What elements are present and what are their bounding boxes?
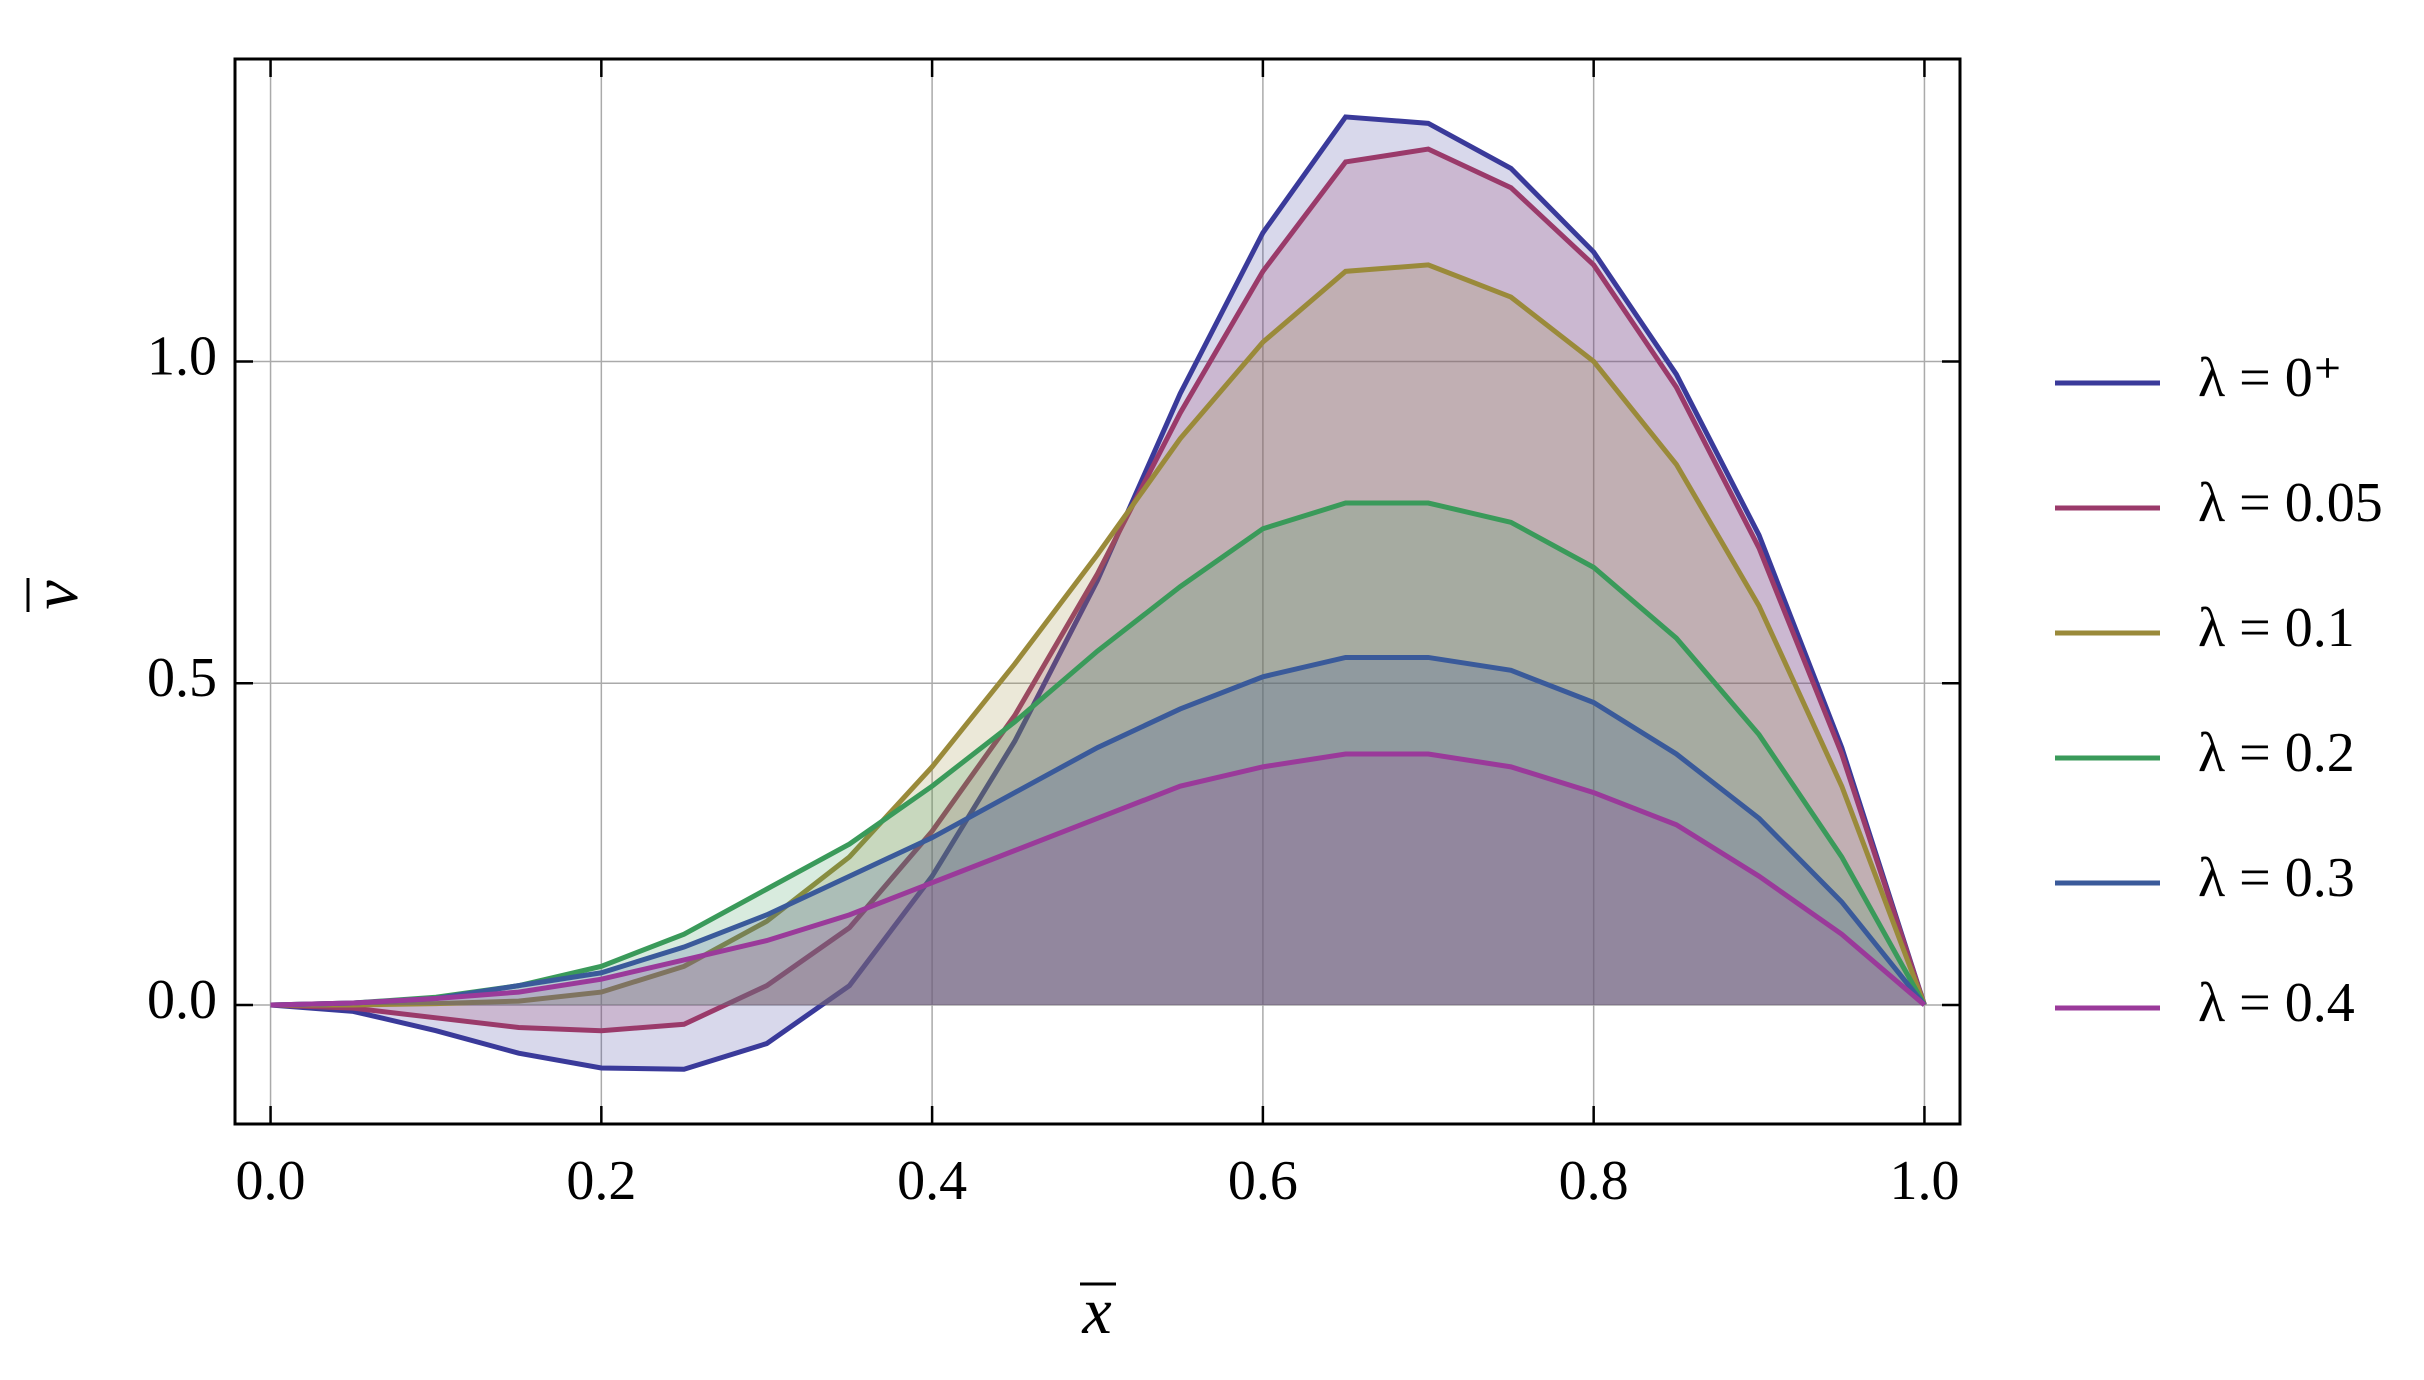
y-axis-label: v bbox=[19, 580, 92, 610]
y-tick-label: 1.0 bbox=[147, 325, 217, 387]
legend-label: λ = 0.1 bbox=[2198, 597, 2355, 659]
x-tick-label: 0.2 bbox=[566, 1150, 636, 1212]
series-line bbox=[270, 751, 1927, 1008]
x-tick-label: 1.0 bbox=[1889, 1150, 1959, 1212]
y-tick-label: 0.0 bbox=[147, 969, 217, 1031]
series-line bbox=[270, 262, 1927, 1008]
x-tick-label: 0.4 bbox=[897, 1150, 967, 1212]
legend-label: λ = 0⁺ bbox=[2198, 347, 2342, 409]
series-line bbox=[270, 146, 1927, 1034]
legend-label: λ = 0.4 bbox=[2198, 972, 2355, 1034]
legend-label: λ = 0.2 bbox=[2198, 722, 2355, 784]
series-line bbox=[270, 114, 1927, 1072]
x-tick-label: 0.8 bbox=[1559, 1150, 1629, 1212]
legend-label: λ = 0.05 bbox=[2198, 472, 2383, 534]
x-tick-label: 0.0 bbox=[236, 1150, 306, 1212]
series-line bbox=[270, 654, 1927, 1008]
legend-label: λ = 0.3 bbox=[2198, 847, 2355, 909]
plot-frame bbox=[233, 57, 1962, 1126]
y-tick-label: 0.5 bbox=[147, 647, 217, 709]
x-axis-label: x bbox=[1081, 1275, 1111, 1348]
x-tick-label: 0.6 bbox=[1228, 1150, 1298, 1212]
